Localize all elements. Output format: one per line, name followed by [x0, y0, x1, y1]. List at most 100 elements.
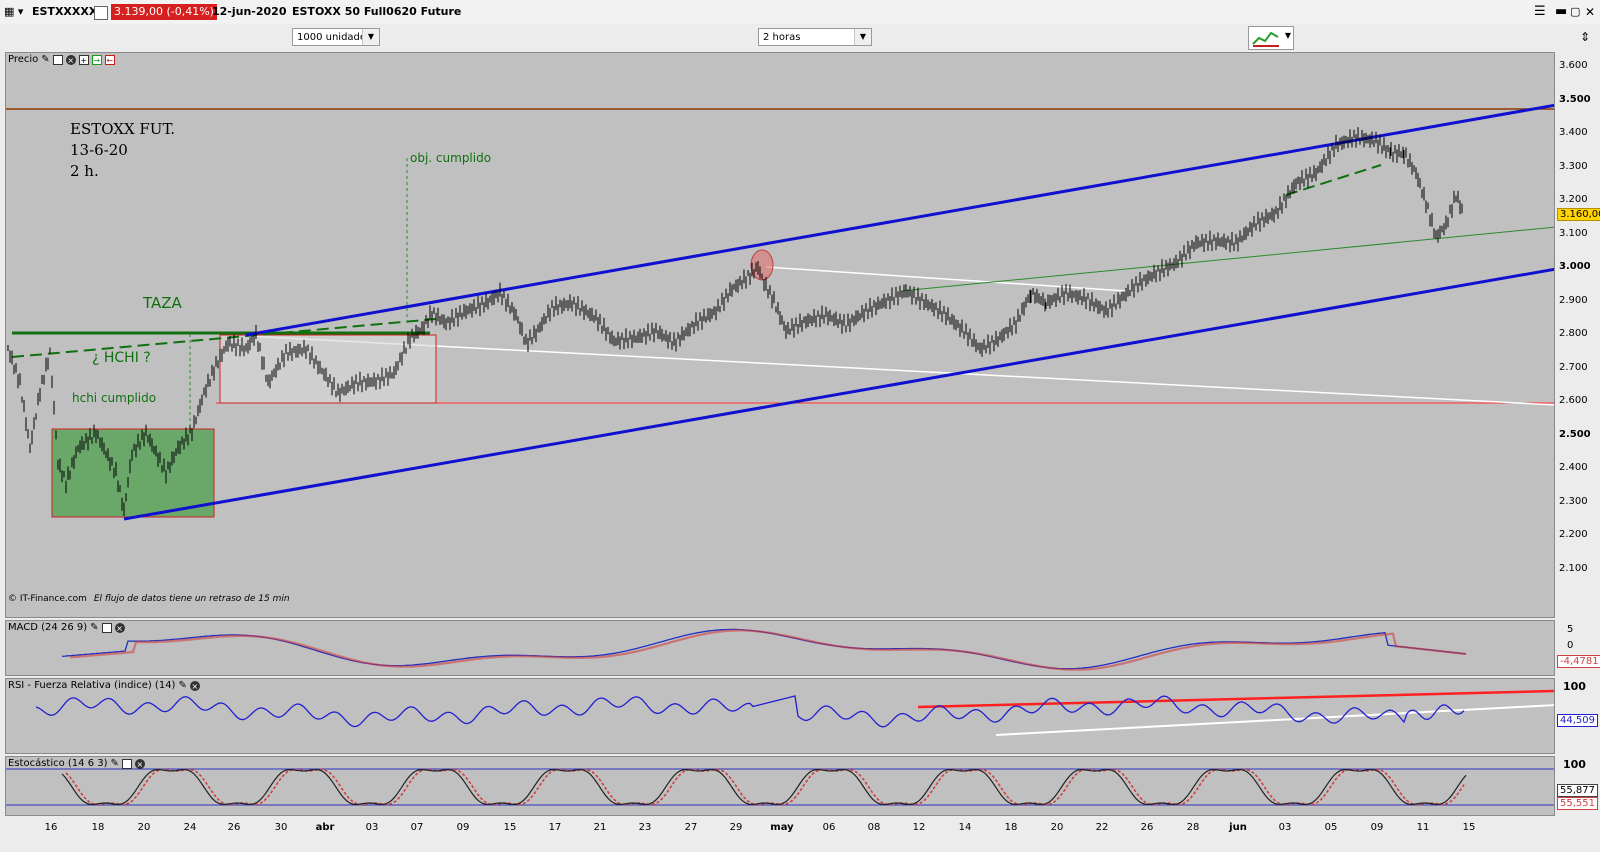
interval-select-value: 2 horas — [763, 32, 801, 43]
price-tick: 2.500 — [1559, 428, 1591, 440]
x-axis-label: 20 — [1050, 822, 1064, 833]
rsi-chart — [35, 689, 1554, 736]
price-tick: 3.600 — [1559, 60, 1588, 71]
macd-panel-label: MACD (24 26 9) — [8, 622, 88, 633]
stochastic-panel-header: Estocástico (14 6 3) ✎ × — [8, 758, 145, 769]
close-icon[interactable]: × — [114, 622, 125, 633]
x-axis-label: 03 — [1278, 822, 1292, 833]
symbol-name[interactable]: ESTXXXXX — [32, 5, 98, 18]
stochastic-panel-label: Estocástico (14 6 3) — [8, 758, 108, 769]
rsi-panel-header: RSI - Fuerza Relativa (indice) (14) ✎ × — [8, 680, 200, 691]
macd-chart — [61, 628, 1467, 671]
x-axis-label: 08 — [867, 822, 881, 833]
rsi-panel-label: RSI - Fuerza Relativa (indice) (14) — [8, 680, 176, 691]
wrench-icon[interactable]: ✎ — [110, 758, 119, 769]
x-axis-label: 27 — [684, 822, 698, 833]
units-select[interactable]: 1000 unidades ▼ — [292, 28, 380, 46]
close-icon[interactable]: × — [189, 680, 200, 691]
close-icon[interactable]: × — [134, 758, 145, 769]
chart-type-icon — [1252, 31, 1279, 47]
top-neckline-dashed — [1285, 164, 1382, 196]
x-axis-label: 15 — [1462, 822, 1476, 833]
x-axis-label: 16 — [44, 822, 58, 833]
x-axis-label: 11 — [1416, 822, 1430, 833]
units-select-value: 1000 unidades — [297, 32, 372, 43]
chart-title-line1: ESTOXX FUT. — [70, 120, 176, 138]
source-credit: © IT-Finance.com — [8, 594, 87, 604]
chevron-down-icon[interactable]: ▼ — [1284, 31, 1291, 40]
price-tick: 3.300 — [1559, 160, 1588, 172]
quote-date: 12-jun-2020 — [212, 5, 287, 18]
minimize-icon[interactable]: ▬ — [1555, 4, 1568, 19]
wrench-icon[interactable]: ✎ — [90, 622, 99, 633]
thin-green-trendline — [900, 226, 1554, 292]
window-icon[interactable] — [52, 54, 63, 65]
x-axis-label: 24 — [183, 822, 197, 833]
peak-marker — [750, 249, 774, 281]
price-bars — [7, 127, 1463, 516]
price-tick: 2.700 — [1559, 361, 1588, 373]
macd-line — [61, 628, 1467, 670]
add-icon[interactable]: + — [78, 54, 89, 65]
stochastic-panel[interactable]: Estocástico (14 6 3) ✎ × — [5, 756, 1555, 816]
data-footer: © IT-Finance.com El flujo de datos tiene… — [8, 594, 290, 604]
restore-icon[interactable]: ▢ — [1570, 5, 1581, 18]
price-chart — [6, 103, 1554, 521]
macd-panel[interactable]: MACD (24 26 9) ✎ × — [5, 620, 1555, 676]
close-icon[interactable]: ✕ — [1585, 5, 1596, 19]
x-axis-label: 12 — [912, 822, 926, 833]
interval-select[interactable]: 2 horas ▼ — [758, 28, 872, 46]
wrench-icon[interactable]: ✎ — [41, 54, 50, 65]
export-icon[interactable]: → — [91, 54, 102, 65]
chevron-down-icon[interactable]: ▼ — [362, 29, 379, 45]
x-axis-label: 26 — [227, 822, 241, 833]
x-axis-label: 07 — [410, 822, 424, 833]
macd-signal-line — [69, 629, 1466, 671]
stoch-d-line — [65, 768, 1465, 806]
x-axis-label: 17 — [548, 822, 562, 833]
instrument-description: ESTOXX 50 Full0620 Future — [292, 5, 462, 18]
price-tick: 2.600 — [1559, 395, 1588, 406]
window-icon[interactable] — [101, 622, 112, 633]
x-axis-label: 21 — [593, 822, 607, 833]
symbol-menu-icon[interactable]: ▦ ▾ — [4, 5, 24, 18]
window-icon[interactable] — [121, 758, 132, 769]
price-tick: 3.000 — [1559, 261, 1591, 272]
rsi-panel[interactable]: RSI - Fuerza Relativa (indice) (14) ✎ × — [5, 678, 1555, 754]
chart-type-button[interactable]: ▼ — [1248, 26, 1294, 50]
x-axis-label: 06 — [822, 822, 836, 833]
rsi-resistance-line — [917, 689, 1554, 709]
price-panel-header: Precio ✎ × + → ← — [8, 54, 115, 65]
price-tick: 2.300 — [1559, 495, 1588, 507]
x-axis-label: abr — [315, 822, 335, 833]
hchi-question-label: ¿ HCHI ? — [92, 350, 151, 366]
chevron-down-icon[interactable]: ▼ — [854, 29, 871, 45]
x-axis-label: 03 — [365, 822, 379, 833]
close-icon[interactable]: × — [65, 54, 76, 65]
rsi-line — [35, 695, 1465, 728]
last-price-tag: 3.160,00 — [1557, 208, 1600, 221]
x-axis-label: 18 — [1004, 822, 1018, 833]
toolbar-menu-icon[interactable]: ☰ — [1534, 4, 1546, 19]
x-axis-label: 15 — [503, 822, 517, 833]
x-axis-label: 20 — [137, 822, 151, 833]
wrench-icon[interactable]: ✎ — [178, 680, 187, 691]
stoch-d-value-tag: 55,551 — [1557, 797, 1598, 810]
x-axis-label: may — [770, 822, 794, 833]
macd-tick-0: 0 — [1567, 640, 1574, 651]
macd-panel-header: MACD (24 26 9) ✎ × — [8, 622, 125, 633]
scroll-arrows-icon[interactable]: ⇕ — [1580, 30, 1591, 44]
price-panel[interactable]: Precio ✎ × + → ← ESTOXX FUT — [5, 52, 1555, 618]
x-axis-label: 22 — [1095, 822, 1109, 833]
x-axis-label: 14 — [958, 822, 972, 833]
delay-note: El flujo de datos tiene un retraso de 15… — [93, 594, 290, 604]
price-panel-label: Precio — [8, 54, 39, 65]
symbol-picker-icon[interactable] — [94, 6, 108, 20]
price-y-axis: 3.600 3.500 3.400 3.300 3.200 3.100 3.000 2.900… — [1555, 52, 1600, 618]
rsi-tick-100: 100 — [1563, 680, 1586, 693]
x-axis-label: 05 — [1324, 822, 1338, 833]
chart-title-line2: 13-6-20 — [70, 141, 128, 159]
channel-lower — [123, 267, 1554, 521]
remove-icon[interactable]: ← — [104, 54, 115, 65]
x-axis-label: 29 — [729, 822, 743, 833]
